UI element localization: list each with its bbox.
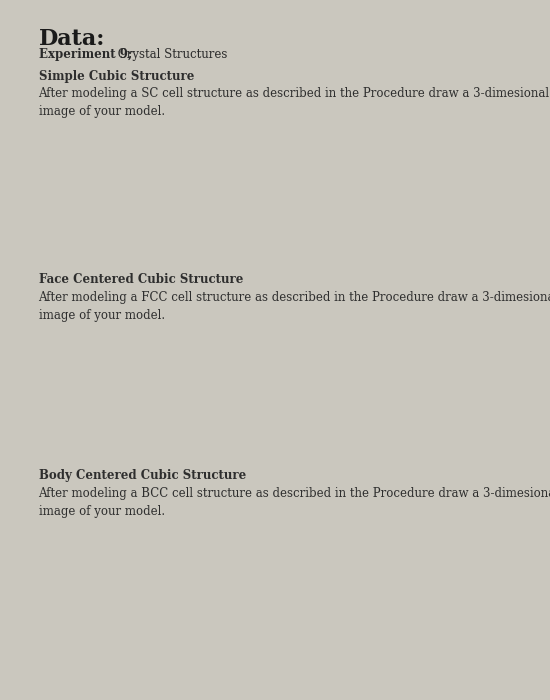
Text: Simple Cubic Structure: Simple Cubic Structure [39,70,194,83]
Text: After modeling a FCC cell structure as described in the Procedure draw a 3-dimes: After modeling a FCC cell structure as d… [39,290,550,321]
Text: After modeling a BCC cell structure as described in the Procedure draw a 3-dimes: After modeling a BCC cell structure as d… [39,486,550,517]
Text: Body Centered Cubic Structure: Body Centered Cubic Structure [39,469,246,482]
Text: After modeling a SC cell structure as described in the Procedure draw a 3-dimesi: After modeling a SC cell structure as de… [39,88,549,118]
Text: Face Centered Cubic Structure: Face Centered Cubic Structure [39,273,243,286]
Text: Experiment 9;: Experiment 9; [39,48,132,61]
Text: Data:: Data: [39,28,105,50]
Text: Crystal Structures: Crystal Structures [114,48,228,61]
